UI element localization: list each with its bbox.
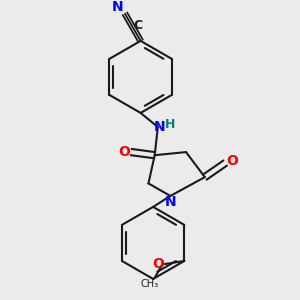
Text: CH₃: CH₃ (141, 279, 159, 290)
Text: N: N (164, 195, 176, 208)
Text: O: O (118, 145, 130, 159)
Text: C: C (133, 19, 142, 32)
Text: N: N (111, 0, 123, 14)
Text: H: H (164, 118, 175, 131)
Text: N: N (154, 120, 165, 134)
Text: O: O (153, 257, 165, 271)
Text: O: O (226, 154, 238, 169)
